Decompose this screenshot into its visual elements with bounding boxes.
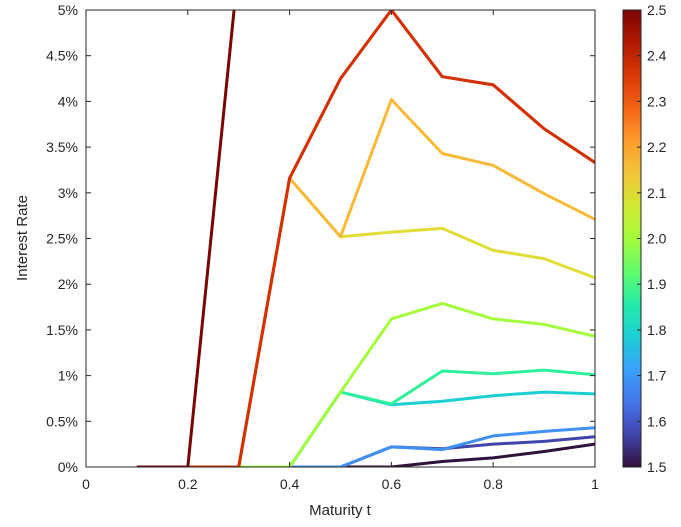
colorbar-tick-label: 2.1: [647, 185, 667, 201]
y-tick-label: 4%: [58, 93, 78, 109]
colorbar-ticks: 1.5 1.6 1.7 1.8 1.9 2.0 2.1 2.2 2.3 2.4 2.5: [637, 2, 667, 475]
series-line-5: [136, 301, 595, 467]
colorbar-tick-label: 2.3: [647, 93, 667, 109]
series-line-0: [136, 442, 595, 467]
colorbar-tick-label: 1.5: [647, 459, 667, 475]
y-tick-label: 1%: [58, 368, 78, 384]
x-tick-label: 0.4: [280, 476, 300, 492]
y-axis: 0% 0.5% 1% 1.5% 2% 2.5% 3% 3.5% 4% 4.5% 5%: [46, 2, 595, 475]
colorbar-tick-label: 1.7: [647, 368, 667, 384]
series-line-9: [136, 10, 595, 467]
plot-series: [136, 10, 595, 467]
y-tick-label: 3.5%: [46, 139, 78, 155]
series-line-4: [136, 368, 595, 467]
colorbar-tick-label: 2.2: [647, 139, 667, 155]
colorbar-tick-label: 2.5: [647, 2, 667, 18]
y-tick-label: 1.5%: [46, 322, 78, 338]
series-line-7: [136, 98, 595, 467]
series-line-6: [136, 176, 595, 467]
series-line-10: [136, 10, 236, 467]
y-tick-label: 2%: [58, 276, 78, 292]
x-axis-label: Maturity t: [309, 502, 372, 519]
y-tick-label: 0.5%: [46, 413, 78, 429]
colorbar-tick-label: 2.4: [647, 48, 667, 64]
x-axis: 0 0.2 0.4 0.6 0.8 1: [82, 10, 599, 492]
series-line-1: [136, 435, 595, 467]
y-tick-label: 0%: [58, 459, 78, 475]
series-line-2: [136, 426, 595, 467]
x-tick-label: 1: [591, 476, 599, 492]
x-tick-label: 0.8: [483, 476, 503, 492]
y-axis-label: Interest Rate: [14, 195, 31, 281]
y-tick-label: 3%: [58, 185, 78, 201]
colorbar-tick-label: 2.0: [647, 231, 667, 247]
y-tick-label: 2.5%: [46, 231, 78, 247]
y-tick-label: 5%: [58, 2, 78, 18]
colorbar-tick-label: 1.6: [647, 413, 667, 429]
x-tick-label: 0.6: [382, 476, 402, 492]
y-tick-label: 4.5%: [46, 48, 78, 64]
colorbar-tick-label: 1.8: [647, 322, 667, 338]
x-tick-label: 0.2: [178, 476, 198, 492]
x-tick-label: 0: [82, 476, 90, 492]
colorbar-tick-label: 1.9: [647, 276, 667, 292]
